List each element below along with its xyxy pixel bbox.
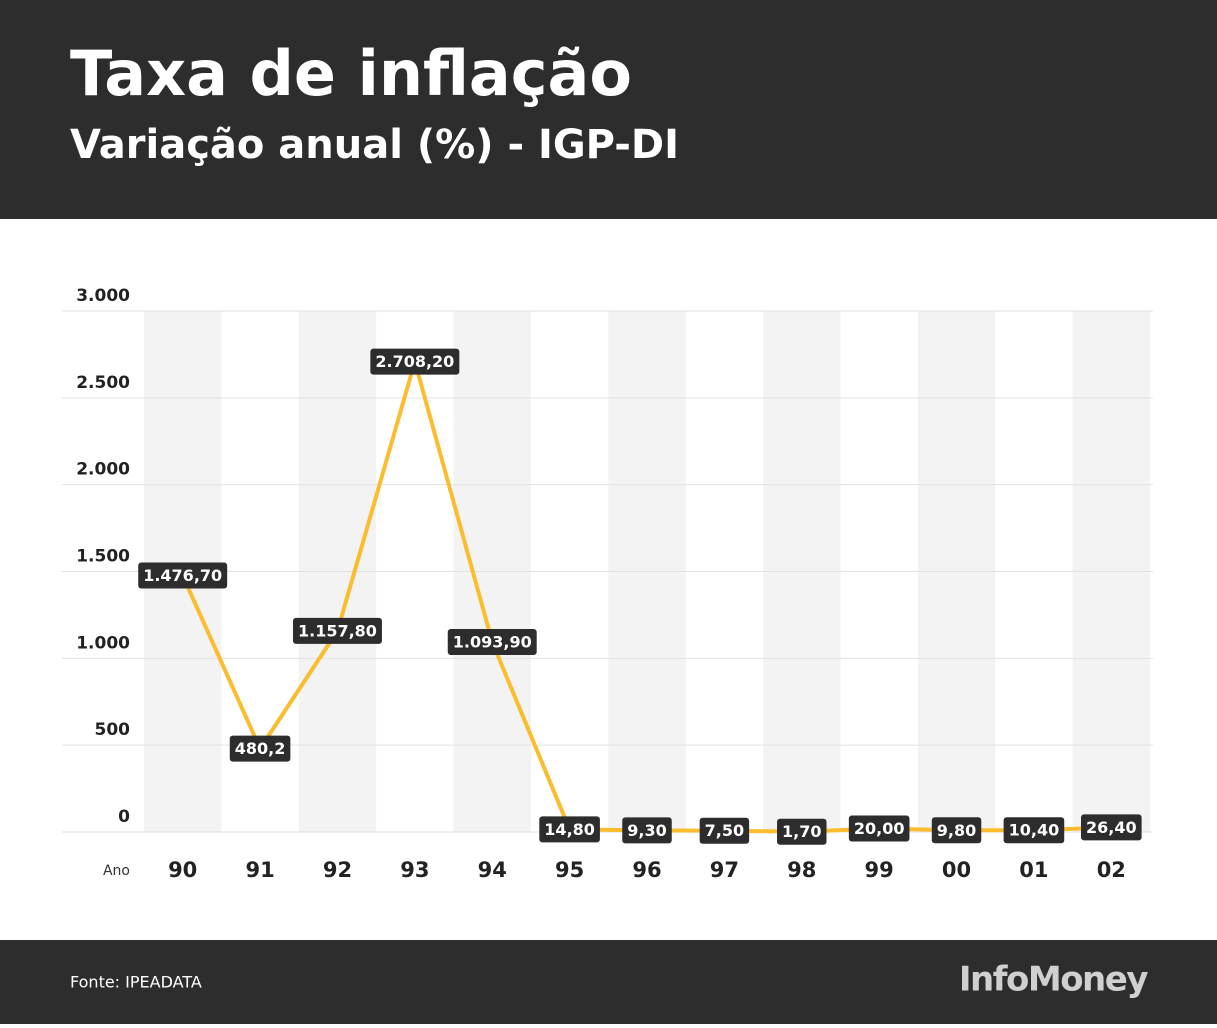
value-label: 480,2 [229, 735, 291, 762]
value-label: 9,80 [931, 817, 982, 844]
x-tick-label: 90 [168, 858, 197, 882]
value-label-bg [622, 817, 672, 844]
value-label-bg [138, 562, 228, 589]
value-label-bg [447, 629, 537, 656]
plot: 0 500 1.000 1.500 2.000 2.500 3.000 Ano 90 91 92 93… [62, 286, 1153, 882]
x-tick-label: 95 [555, 858, 584, 882]
header-bg [0, 0, 1217, 219]
y-tick-label: 3.000 [76, 286, 130, 306]
value-label: 10,40 [1003, 817, 1065, 844]
value-label-text: 1.476,70 [143, 566, 222, 585]
value-label-bg [292, 617, 382, 644]
value-label-text: 9,30 [627, 821, 666, 840]
value-label-text: 2.708,20 [375, 352, 454, 371]
x-tick-label: 00 [942, 858, 971, 882]
value-label: 14,80 [539, 816, 600, 843]
value-label: 9,30 [622, 817, 672, 844]
value-label-bg [370, 348, 460, 375]
value-label-bg [1081, 814, 1142, 841]
x-tick-label: 91 [245, 858, 274, 882]
source: Fonte: IPEADATA [70, 973, 202, 992]
value-label-text: 1.093,90 [453, 633, 532, 652]
y-tick-label: 0 [118, 807, 130, 827]
x-tick-label: 93 [400, 858, 429, 882]
x-tick-label: 96 [632, 858, 661, 882]
value-label-bg [848, 815, 910, 842]
x-tick-label: 99 [865, 858, 894, 882]
value-label-bg [931, 817, 982, 844]
value-label-text: 26,40 [1086, 818, 1137, 837]
y-tick-label: 2.000 [76, 460, 130, 480]
title: Taxa de inflação [70, 37, 632, 110]
x-tick-label: 01 [1019, 858, 1048, 882]
footer-bg [0, 940, 1217, 1024]
y-tick-label: 1.500 [76, 547, 130, 567]
value-label-text: 20,00 [854, 819, 905, 838]
x-tick-label: 02 [1097, 858, 1126, 882]
value-label: 2.708,20 [370, 348, 460, 375]
value-label-text: 9,80 [937, 821, 976, 840]
value-label-bg [539, 816, 600, 843]
value-label-text: 10,40 [1009, 821, 1060, 840]
value-label: 26,40 [1081, 814, 1142, 841]
x-tick-label: 97 [710, 858, 739, 882]
value-label-text: 480,2 [235, 739, 286, 758]
y-tick-label: 2.500 [76, 373, 130, 393]
x-axis-label: Ano [103, 863, 130, 879]
value-label: 1.476,70 [138, 562, 228, 589]
value-label-bg [1003, 817, 1065, 844]
value-label-text: 1.157,80 [298, 621, 377, 640]
x-tick-label: 98 [787, 858, 816, 882]
y-tick-label: 500 [95, 720, 131, 740]
value-label: 1.157,80 [292, 617, 382, 644]
value-label-text: 7,50 [705, 821, 744, 840]
value-label: 7,50 [699, 817, 750, 844]
value-label-bg [229, 735, 291, 762]
y-tick-label: 1.000 [76, 633, 130, 653]
subtitle: Variação anual (%) - IGP-DI [70, 122, 679, 168]
value-label: 1,70 [777, 818, 827, 845]
x-tick-label: 94 [478, 858, 507, 882]
value-label-text: 14,80 [544, 820, 595, 839]
value-label-bg [777, 818, 827, 845]
value-label: 1.093,90 [447, 629, 537, 656]
value-label: 20,00 [848, 815, 910, 842]
value-label-text: 1,70 [782, 822, 821, 841]
value-label-bg [699, 817, 750, 844]
x-tick-label: 92 [323, 858, 352, 882]
brand: InfoMoney [959, 960, 1148, 1000]
